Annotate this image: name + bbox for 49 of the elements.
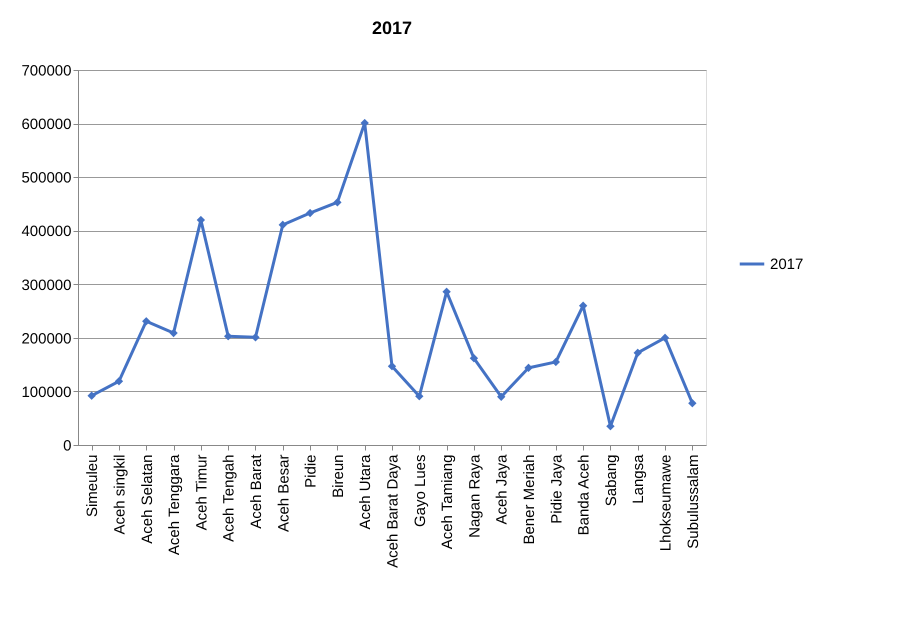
chart-title: 2017 [372,18,412,38]
point [169,328,178,338]
x-tick-label: Aceh Barat [248,454,265,529]
y-tick-label: 700000 [21,62,72,80]
x-tick-label: Langsa [630,454,648,504]
x-tick-label: Gayo Lues [412,454,429,528]
y-tick-label: 200000 [21,330,72,348]
y-tick-label: 400000 [21,223,72,240]
x-tick-label: Bireun [330,454,347,498]
y-tick-label: 600000 [21,116,72,134]
point [470,354,478,362]
x-tick-label: Aceh Utara [357,454,374,530]
x-tick-label: Aceh Besar [275,454,292,532]
x-tick-label: Simeuleu [84,454,102,518]
point [415,392,424,400]
x-tick-label: Aceh Timur [193,454,210,530]
x-tick-label: Sabang [602,454,620,506]
legend-label: 2017 [770,256,804,273]
point [388,362,396,370]
x-tick-label: Aceh Tamiang [439,454,456,550]
point [660,334,670,342]
point [524,364,533,372]
y-tick-label: 300000 [21,276,72,294]
point [552,358,560,366]
x-tick-label: Nagan Raya [466,454,484,538]
x-tick-label: Bener Meriah [521,454,538,545]
x-tick-label: Subulussalam [684,454,702,549]
x-tick-label: Aceh Selatan [138,454,156,544]
x-tick-label: Lhokseumawe [658,454,675,552]
point [688,399,697,408]
point [142,317,150,326]
y-tick-label: 100000 [21,384,72,401]
point [333,198,342,207]
x-tick-label: Aceh Tengah [220,454,238,542]
x-tick-label: Pidie [302,454,320,488]
x-tick-label: Aceh singkil [111,454,128,535]
point [634,348,642,358]
y-tick-label: 0 [63,438,72,454]
x-tick-label: Aceh Jaya [494,454,511,525]
point [278,220,287,230]
x-tick-label: Pidie Jaya [548,454,566,524]
point [87,392,96,400]
x-tick-label: Aceh Tenggara [166,454,184,556]
y-tick-label: 500000 [21,170,72,187]
point [114,377,124,386]
x-tick-label: Banda Aceh [576,454,593,536]
point [497,392,506,401]
x-tick-label: Aceh Barat Daya [384,454,402,568]
point [306,208,314,218]
